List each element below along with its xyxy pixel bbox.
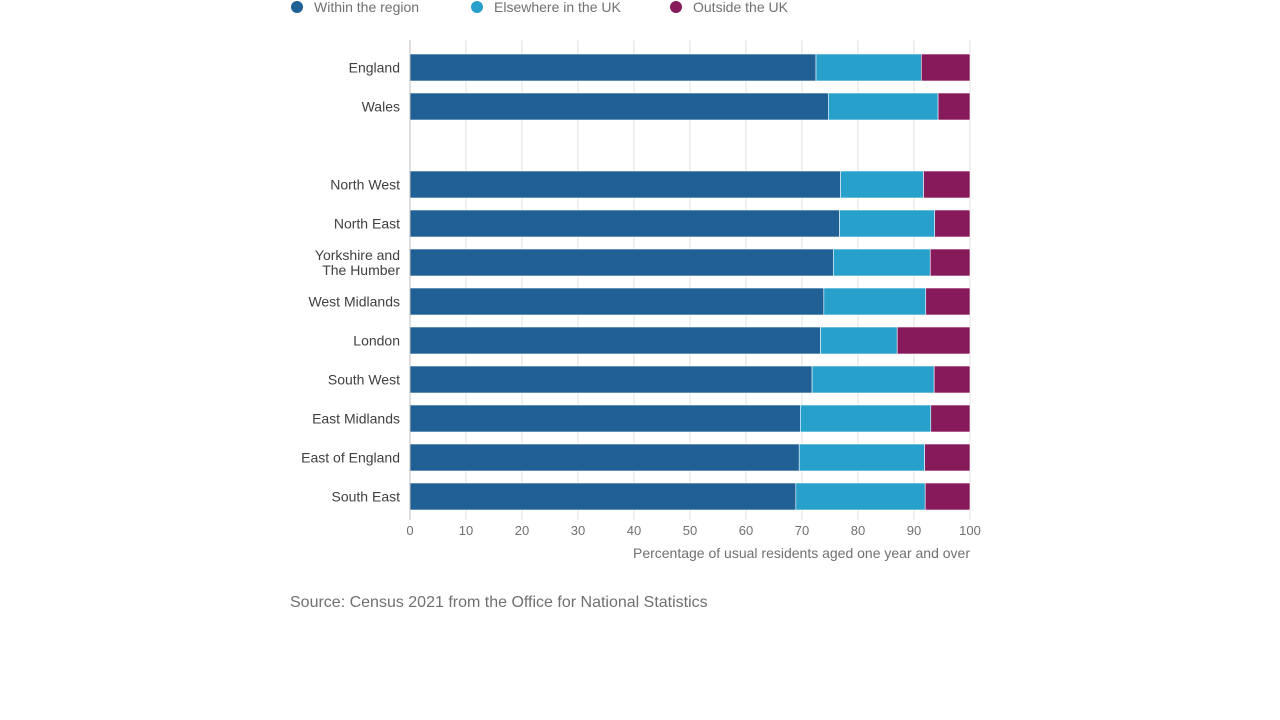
category-label: England: [349, 60, 400, 76]
bar-segment-0: [409, 248, 834, 277]
category-label: North West: [330, 177, 400, 193]
bar-segment-2: [937, 92, 971, 121]
bar-segment-0: [409, 287, 825, 316]
bar-segment-1: [833, 248, 931, 277]
x-tick-label-90: 90: [907, 523, 921, 538]
x-tick-label-60: 60: [739, 523, 753, 538]
x-tick-label-100: 100: [959, 523, 981, 538]
bar-segment-2: [930, 404, 971, 433]
category-label: East Midlands: [312, 411, 400, 427]
legend-label-0: Within the region: [314, 0, 419, 15]
bar-segment-2: [934, 209, 971, 238]
bar-segment-0: [409, 209, 840, 238]
bar-segment-1: [795, 482, 926, 511]
bar-segment-2: [923, 170, 971, 199]
category-label: West Midlands: [308, 294, 400, 310]
x-tick-label-70: 70: [795, 523, 809, 538]
category-label: Wales: [362, 99, 400, 115]
bar-segment-1: [840, 170, 924, 199]
bar-segment-2: [925, 287, 971, 316]
bar-segment-2: [924, 443, 971, 472]
legend-label-2: Outside the UK: [693, 0, 789, 15]
x-tick-label-20: 20: [515, 523, 529, 538]
bar-segment-0: [409, 53, 817, 82]
bar-segment-1: [839, 209, 936, 238]
bar-segment-1: [815, 53, 922, 82]
x-tick-label-0: 0: [406, 523, 413, 538]
bar-segment-2: [896, 326, 971, 355]
legend-label-1: Elsewhere in the UK: [494, 0, 622, 15]
bar-segment-1: [820, 326, 898, 355]
category-label: London: [353, 333, 400, 349]
bar-segment-0: [409, 404, 801, 433]
category-label: South West: [328, 372, 400, 388]
category-label: North East: [334, 216, 400, 232]
bar-segment-1: [823, 287, 927, 316]
bars: [409, 53, 971, 511]
category-label: Yorkshire and The Humber: [315, 247, 400, 278]
legend-marker-2: [670, 1, 682, 13]
x-tick-label-10: 10: [459, 523, 473, 538]
bar-segment-1: [800, 404, 932, 433]
x-tick-label-80: 80: [851, 523, 865, 538]
category-labels: England Wales North West North East Yorkshir…: [301, 60, 400, 505]
bar-segment-0: [409, 326, 821, 355]
bar-segment-1: [828, 92, 939, 121]
x-tick-label-40: 40: [627, 523, 641, 538]
x-axis-ticks: 0 10 20 30 40 50 60 70 80 90 100: [406, 523, 980, 538]
source-note: Source: Census 2021 from the Office for …: [290, 594, 708, 611]
bar-segment-0: [409, 482, 797, 511]
bar-segment-2: [933, 365, 971, 394]
legend-marker-1: [471, 1, 483, 13]
legend-marker-0: [291, 1, 303, 13]
legend: Within the region Elsewhere in the UK Outs…: [291, 0, 789, 15]
x-tick-label-30: 30: [571, 523, 585, 538]
x-tick-label-50: 50: [683, 523, 697, 538]
category-label: East of England: [301, 450, 400, 466]
bar-segment-0: [409, 92, 829, 121]
x-axis-title: Percentage of usual residents aged one y…: [633, 545, 970, 561]
bar-segment-2: [920, 53, 971, 82]
category-label: South East: [332, 489, 401, 505]
bar-segment-0: [409, 443, 800, 472]
bar-segment-1: [798, 443, 925, 472]
bar-segment-2: [929, 248, 971, 277]
bar-segment-0: [409, 170, 841, 199]
bar-segment-1: [811, 365, 935, 394]
bar-segment-2: [924, 482, 971, 511]
bar-segment-0: [409, 365, 813, 394]
